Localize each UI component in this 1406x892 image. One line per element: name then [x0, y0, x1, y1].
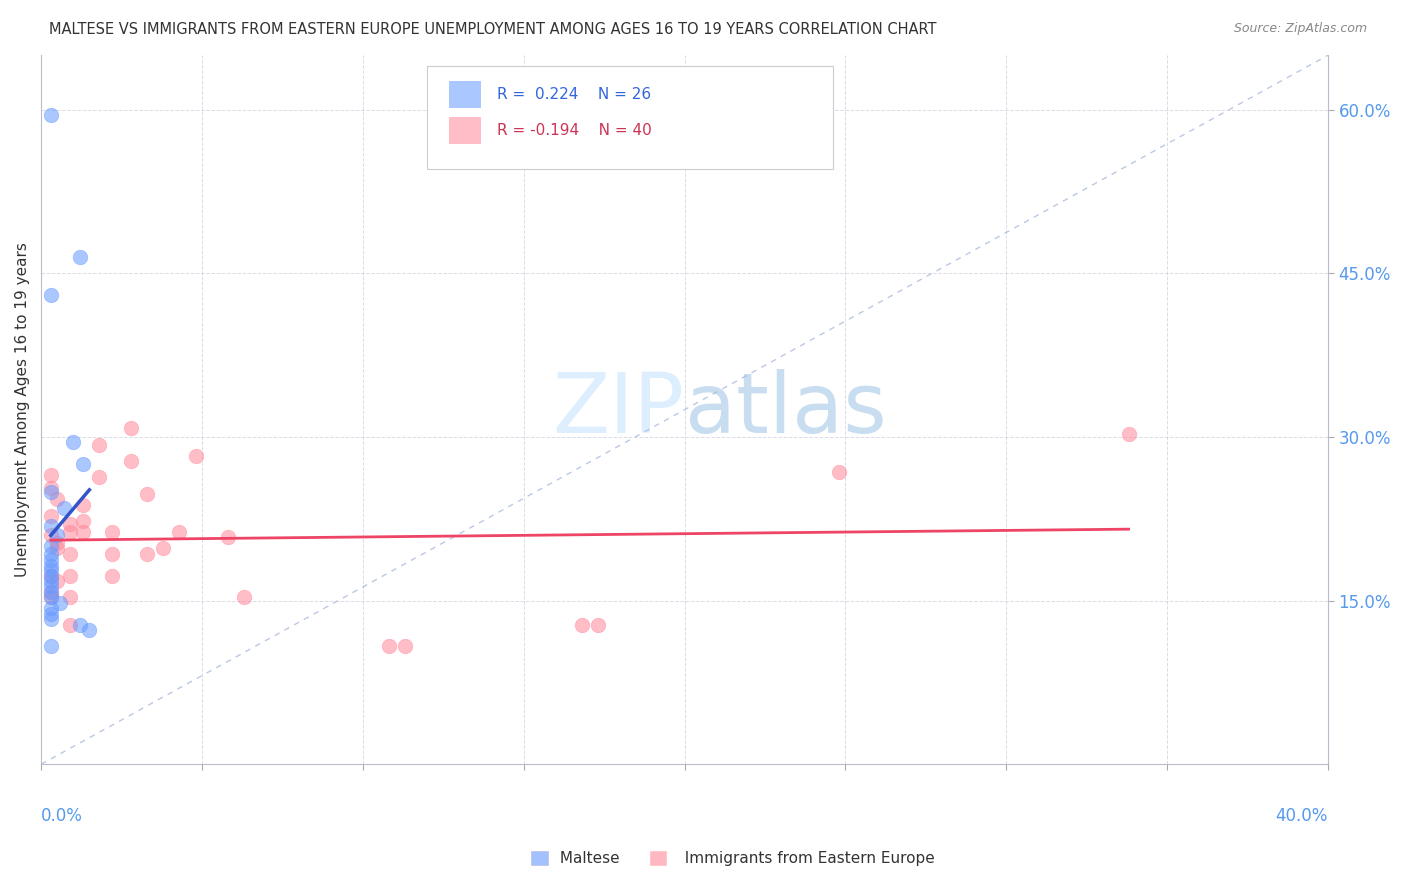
- Point: [59, 568, 82, 582]
- Point: [152, 541, 174, 556]
- Point: [69, 617, 91, 632]
- Point: [39, 585, 62, 599]
- Text: R =  0.224    N = 26: R = 0.224 N = 26: [496, 87, 651, 103]
- Point: [39, 574, 62, 588]
- Point: [39, 288, 62, 302]
- Point: [39, 568, 62, 582]
- FancyBboxPatch shape: [449, 117, 481, 144]
- Point: [1118, 426, 1140, 441]
- Text: Maltese: Maltese: [555, 851, 620, 865]
- Point: [39, 108, 62, 122]
- Point: [72, 524, 94, 539]
- Text: R = -0.194    N = 40: R = -0.194 N = 40: [496, 123, 651, 137]
- Point: [59, 524, 82, 539]
- Point: [571, 617, 593, 632]
- Point: [828, 465, 851, 479]
- Point: [39, 539, 62, 553]
- Point: [46, 574, 69, 588]
- Point: [72, 514, 94, 528]
- Point: [46, 541, 69, 556]
- Point: [39, 484, 62, 499]
- Point: [72, 498, 94, 512]
- Point: [39, 547, 62, 561]
- Point: [46, 528, 69, 542]
- Y-axis label: Unemployment Among Ages 16 to 19 years: Unemployment Among Ages 16 to 19 years: [15, 243, 30, 577]
- Text: MALTESE VS IMMIGRANTS FROM EASTERN EUROPE UNEMPLOYMENT AMONG AGES 16 TO 19 YEARS: MALTESE VS IMMIGRANTS FROM EASTERN EUROP…: [49, 22, 936, 37]
- Point: [120, 421, 142, 435]
- Point: [120, 454, 142, 468]
- Point: [49, 596, 72, 610]
- Point: [39, 568, 62, 582]
- Point: [39, 563, 62, 577]
- Point: [69, 250, 91, 264]
- Point: [101, 568, 124, 582]
- Point: [217, 530, 239, 544]
- FancyBboxPatch shape: [449, 81, 481, 108]
- FancyBboxPatch shape: [427, 66, 832, 169]
- Point: [46, 536, 69, 550]
- Point: [46, 492, 69, 507]
- Text: ZIP: ZIP: [553, 369, 685, 450]
- Point: [39, 640, 62, 654]
- Point: [59, 517, 82, 532]
- Point: [59, 617, 82, 632]
- Point: [39, 519, 62, 533]
- Point: [136, 486, 159, 500]
- Point: [39, 553, 62, 567]
- Point: [101, 547, 124, 561]
- Point: [394, 640, 416, 654]
- Point: [79, 623, 101, 637]
- Point: [59, 547, 82, 561]
- Point: [39, 468, 62, 483]
- Point: [39, 528, 62, 542]
- Point: [586, 617, 609, 632]
- Text: 40.0%: 40.0%: [1275, 807, 1329, 825]
- Point: [232, 591, 254, 605]
- Point: [39, 612, 62, 626]
- Point: [39, 591, 62, 605]
- Point: [87, 470, 110, 484]
- Point: [101, 524, 124, 539]
- Point: [39, 591, 62, 605]
- Point: [39, 558, 62, 573]
- Point: [39, 481, 62, 495]
- Point: [184, 449, 207, 463]
- Text: 0.0%: 0.0%: [41, 807, 83, 825]
- Point: [59, 591, 82, 605]
- Point: [52, 500, 75, 515]
- Point: [377, 640, 399, 654]
- Point: [39, 508, 62, 523]
- Text: Source: ZipAtlas.com: Source: ZipAtlas.com: [1233, 22, 1367, 36]
- Point: [136, 547, 159, 561]
- Point: [39, 585, 62, 599]
- Point: [87, 437, 110, 451]
- Point: [39, 601, 62, 615]
- Point: [169, 524, 191, 539]
- Text: atlas: atlas: [685, 369, 886, 450]
- Point: [62, 435, 84, 450]
- Point: [39, 607, 62, 621]
- Point: [39, 579, 62, 593]
- Point: [72, 457, 94, 471]
- Text: Immigrants from Eastern Europe: Immigrants from Eastern Europe: [675, 851, 935, 865]
